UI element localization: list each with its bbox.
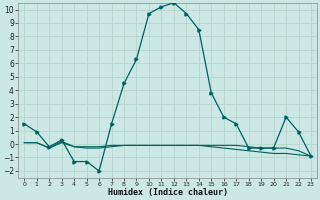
X-axis label: Humidex (Indice chaleur): Humidex (Indice chaleur) [108, 188, 228, 197]
